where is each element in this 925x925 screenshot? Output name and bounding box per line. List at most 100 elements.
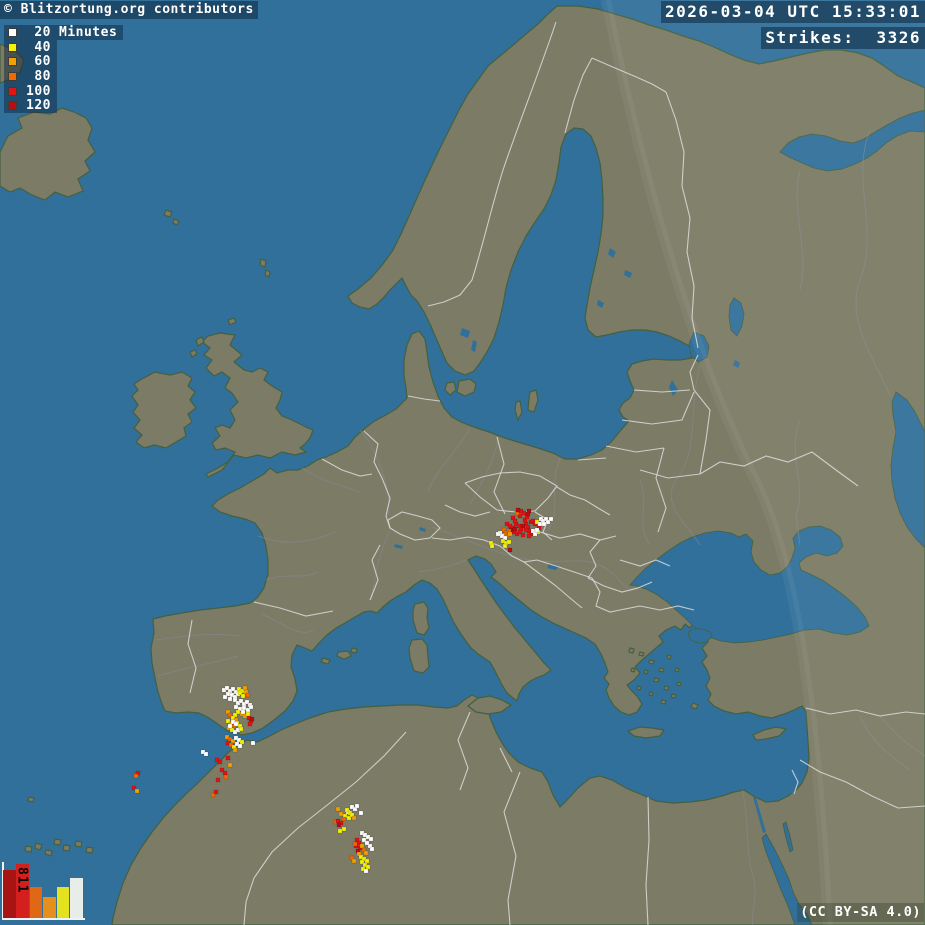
strike-marker: [526, 533, 532, 539]
legend-row-20: 20 Minutes: [4, 24, 124, 40]
strike-marker: [338, 811, 344, 817]
legend-row-100: 100: [4, 84, 57, 99]
strike-marker: [244, 699, 250, 705]
suez-canal: [753, 797, 766, 833]
strike-marker: [227, 712, 233, 718]
landmass-group: [0, 5, 925, 925]
strike-marker: [230, 686, 236, 692]
dead-sea: [791, 783, 794, 794]
strike-marker: [217, 759, 223, 765]
strike-marker: [365, 864, 371, 870]
strike-marker: [359, 843, 365, 849]
caspian-sea: [890, 391, 925, 549]
strike-marker: [131, 785, 137, 791]
strike-marker: [520, 532, 526, 538]
strike-marker: [361, 837, 367, 843]
strike-marker: [237, 690, 243, 696]
island-funen: [444, 381, 457, 396]
strike-marker: [336, 822, 342, 828]
strike-marker: [351, 858, 357, 864]
strike-marker: [507, 547, 513, 553]
strike-marker: [219, 767, 225, 773]
strike-marker: [238, 698, 244, 704]
legend-row-60: 60: [4, 54, 57, 69]
legend-row-40: 40: [4, 40, 57, 55]
strike-marker: [534, 527, 540, 533]
legend-unit-label: Minutes: [59, 24, 118, 40]
age-legend: 20 Minutes 40 60 80 100 120: [4, 24, 124, 114]
strike-marker: [240, 709, 246, 715]
strike-marker: [351, 815, 357, 821]
strike-marker: [203, 751, 209, 757]
strike-marker: [489, 543, 495, 549]
gulf-of-aqaba: [782, 821, 794, 853]
strike-marker: [240, 693, 246, 699]
legend-swatch-icon: [8, 27, 17, 37]
legend-age-label: 120: [26, 98, 51, 114]
legend-swatch-icon: [8, 86, 17, 96]
strike-marker: [532, 531, 538, 537]
red-sea: [761, 833, 813, 925]
landmass-mainland: [111, 5, 925, 925]
island-iceland: [0, 107, 96, 201]
strike-marker: [341, 816, 347, 822]
legend-age-label: 100: [26, 83, 51, 99]
island-ibiza: [320, 657, 331, 665]
strike-marker: [210, 792, 216, 798]
legend-swatch-icon: [8, 42, 17, 52]
strike-marker: [213, 789, 219, 795]
black-sea: [629, 525, 870, 644]
rivers-group: [155, 129, 925, 925]
legend-age-label: 20: [34, 24, 51, 40]
strike-marker: [548, 516, 554, 522]
legend-row-80: 80: [4, 69, 57, 84]
strike-marker: [232, 697, 238, 703]
strike-marker: [352, 841, 358, 847]
strike-marker: [233, 704, 239, 710]
island-zealand: [456, 378, 477, 397]
legend-swatch-icon: [8, 101, 17, 111]
strike-marker: [335, 806, 341, 812]
strike-marker: [517, 513, 523, 519]
strike-marker: [368, 836, 374, 842]
strike-marker: [523, 527, 529, 533]
strike-marker: [364, 840, 370, 846]
island-great-britain: [201, 332, 314, 478]
strikes-counter: Strikes: 3326: [761, 27, 925, 49]
strike-marker: [512, 518, 518, 524]
strike-marker: [364, 858, 370, 864]
strike-marker: [346, 815, 352, 821]
strike-marker: [223, 774, 229, 780]
white-sea: [779, 109, 925, 172]
strike-marker: [359, 859, 365, 865]
alpine-lakes: [394, 527, 426, 549]
strike-marker: [242, 685, 248, 691]
strike-marker: [337, 828, 343, 834]
datetime-text: 2026-03-04 UTC 15:33:01: [660, 1, 925, 23]
strike-marker: [358, 810, 364, 816]
island-menorca: [350, 647, 358, 654]
lake-ladoga: [688, 331, 710, 363]
strike-marker: [520, 523, 526, 529]
island-mallorca: [336, 650, 352, 660]
strike-marker: [507, 531, 513, 537]
islands-canary: [24, 796, 94, 857]
strike-marker: [225, 755, 231, 761]
strike-marker: [512, 526, 518, 532]
island-sicily: [467, 695, 513, 715]
strike-marker: [363, 868, 369, 874]
strike-marker: [227, 723, 233, 729]
strike-marker: [363, 850, 369, 856]
inland-seas-group: [355, 109, 925, 925]
strikes-count: 3326: [876, 28, 921, 47]
strike-marker: [250, 740, 256, 746]
strike-marker: [241, 705, 247, 711]
lightning-strikes-layer: [131, 507, 554, 874]
strike-marker: [502, 543, 508, 549]
strike-marker: [245, 692, 251, 698]
island-corsica: [412, 601, 430, 636]
attribution-text: © Blitzortung.org contributors: [0, 1, 258, 19]
lake-vanern: [460, 328, 477, 352]
